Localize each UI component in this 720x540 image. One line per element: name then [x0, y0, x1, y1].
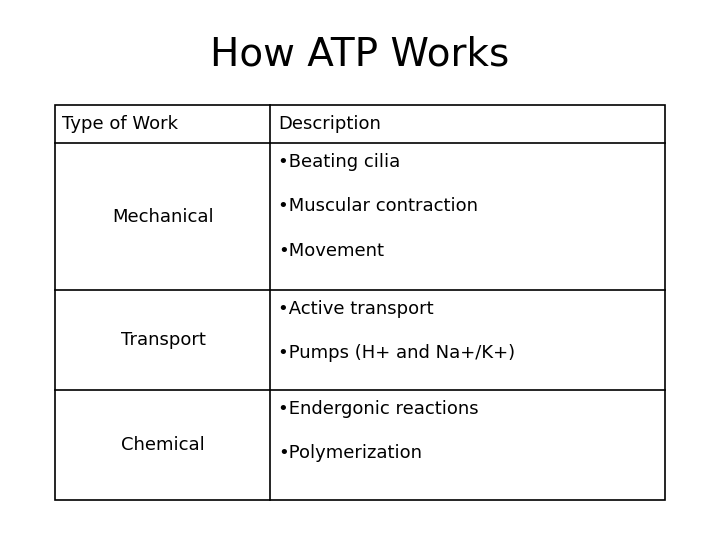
Text: How ATP Works: How ATP Works [210, 36, 510, 74]
Text: •Active transport

•Pumps (H+ and Na+/K+): •Active transport •Pumps (H+ and Na+/K+) [278, 300, 515, 362]
Text: •Beating cilia

•Muscular contraction

•Movement: •Beating cilia •Muscular contraction •Mo… [278, 153, 478, 260]
Text: Chemical: Chemical [121, 436, 205, 454]
Text: Type of Work: Type of Work [62, 115, 178, 133]
Text: Description: Description [278, 115, 381, 133]
Text: Mechanical: Mechanical [112, 207, 214, 226]
Text: •Endergonic reactions

•Polymerization: •Endergonic reactions •Polymerization [278, 400, 479, 462]
Bar [55, 105, 665, 500]
Text: Transport: Transport [120, 331, 205, 349]
